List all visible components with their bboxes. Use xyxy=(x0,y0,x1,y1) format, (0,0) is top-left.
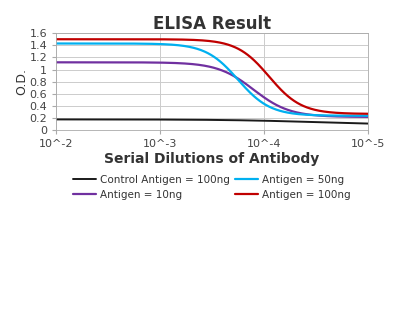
Antigen = 10ng xyxy=(54,60,58,64)
Legend: Control Antigen = 100ng, Antigen = 10ng, Antigen = 50ng, Antigen = 100ng: Control Antigen = 100ng, Antigen = 10ng,… xyxy=(69,170,355,204)
Control Antigen = 100ng xyxy=(358,122,363,126)
Antigen = 100ng xyxy=(54,37,58,41)
Antigen = 100ng xyxy=(366,112,370,116)
Line: Antigen = 50ng: Antigen = 50ng xyxy=(56,44,368,116)
Antigen = 50ng xyxy=(204,50,208,54)
Title: ELISA Result: ELISA Result xyxy=(153,15,271,33)
Control Antigen = 100ng xyxy=(222,118,227,122)
Control Antigen = 100ng xyxy=(202,118,206,122)
Antigen = 100ng xyxy=(222,42,227,46)
Antigen = 10ng xyxy=(366,115,370,119)
Control Antigen = 100ng xyxy=(54,118,58,122)
Antigen = 10ng xyxy=(309,113,314,117)
Antigen = 100ng xyxy=(204,39,208,43)
Antigen = 50ng xyxy=(202,49,206,53)
Antigen = 100ng xyxy=(309,107,314,111)
Antigen = 50ng xyxy=(309,113,314,117)
Control Antigen = 100ng xyxy=(366,122,370,126)
Antigen = 100ng xyxy=(202,39,206,43)
X-axis label: Serial Dilutions of Antibody: Serial Dilutions of Antibody xyxy=(104,152,320,166)
Control Antigen = 100ng xyxy=(309,120,314,124)
Line: Antigen = 100ng: Antigen = 100ng xyxy=(56,39,368,114)
Antigen = 10ng xyxy=(239,79,244,83)
Antigen = 100ng xyxy=(358,112,363,116)
Antigen = 50ng xyxy=(222,64,227,68)
Antigen = 10ng xyxy=(202,64,206,68)
Antigen = 50ng xyxy=(358,114,363,118)
Antigen = 10ng xyxy=(222,70,227,74)
Y-axis label: O.D.: O.D. xyxy=(15,68,28,95)
Control Antigen = 100ng xyxy=(204,118,208,122)
Antigen = 50ng xyxy=(366,114,370,118)
Antigen = 50ng xyxy=(54,42,58,46)
Antigen = 50ng xyxy=(239,82,244,86)
Antigen = 10ng xyxy=(204,64,208,68)
Antigen = 10ng xyxy=(358,115,363,119)
Control Antigen = 100ng xyxy=(239,118,244,122)
Line: Control Antigen = 100ng: Control Antigen = 100ng xyxy=(56,120,368,124)
Line: Antigen = 10ng: Antigen = 10ng xyxy=(56,62,368,117)
Antigen = 100ng xyxy=(239,49,244,53)
